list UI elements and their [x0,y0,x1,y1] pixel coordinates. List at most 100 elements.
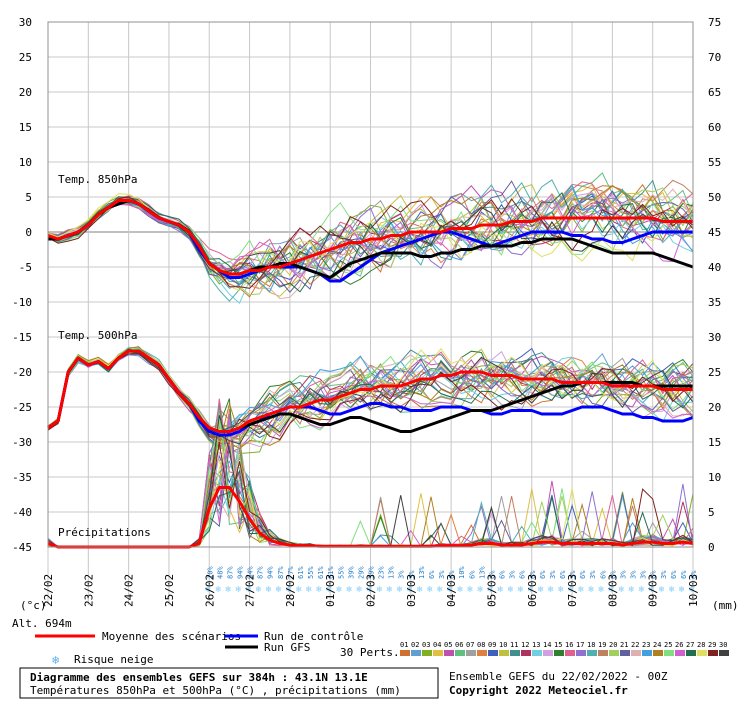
footer-title: Diagramme des ensembles GEFS sur 384h : … [30,671,368,684]
snow-risk-label: 3% [549,570,557,579]
pert-id-label: 21 [620,641,628,649]
pert-id-label: 27 [686,641,694,649]
y-left-unit: (°c) [20,599,47,612]
snowflake-icon: ❄ [316,585,322,595]
snow-risk-label: 55% [307,566,315,579]
panel-label-850: Temp. 850hPa [58,173,137,186]
y-left-tick-label: -25 [12,401,32,414]
pert-swatch [587,650,597,656]
pert-swatch [697,650,707,656]
snow-risk-label: 6% [539,570,547,579]
snow-risk-label: 6% [609,570,617,579]
y-left-tick-label: -20 [12,366,32,379]
x-tick-label: 06/03 [526,574,539,607]
snowflake-icon: ❄ [377,585,383,595]
snowflake-icon: ❄ [679,585,685,595]
snow-risk-label: 6% [670,570,678,579]
pert-id-label: 18 [587,641,595,649]
y-left-tick-label: -30 [12,436,32,449]
snowflake-icon: ❄ [588,585,594,595]
pert-swatch [719,650,729,656]
snow-risk-label: 3% [589,570,597,579]
snow-risk-label: 6% [579,570,587,579]
pert-id-label: 08 [477,641,485,649]
snowflake-icon: ❄ [629,585,635,595]
y-right-tick-label: 35 [708,296,721,309]
snow-risk-label: 13% [418,566,426,579]
x-tick-label: 25/02 [163,574,176,607]
snow-risk-label: 29% [357,566,365,579]
snowflake-icon: ❄ [266,585,272,595]
pert-id-label: 24 [653,641,661,649]
y-left-tick-label: 10 [19,156,32,169]
snowflake-icon: ❄ [427,585,433,595]
snowflake-icon: ❄ [578,585,584,595]
snow-risk-label: 87% [257,566,265,579]
snow-risk-label: 13% [478,566,486,579]
y-right-tick-label: 65 [708,86,721,99]
panel-label-precip: Précipitations [58,526,151,539]
pert-swatch [598,650,608,656]
pert-swatch [708,650,718,656]
pert-swatch [532,650,542,656]
snowflake-icon: ❄ [387,585,393,595]
axes: 302520151050-5-10-15-20-25-30-35-40-4575… [12,16,721,607]
snowflake-icon: ❄ [538,585,544,595]
pert-swatch [477,650,487,656]
snow-risk-label: 3% [660,570,668,579]
snowflake-icon: ❄ [52,653,59,667]
x-tick-label: 03/03 [405,574,418,607]
snow-risk-label: 55% [337,566,345,579]
pert-id-label: 23 [642,641,650,649]
snow-risk-label: 3% [438,570,446,579]
y-left-tick-label: 5 [25,191,32,204]
snow-risk-label: 87% [226,566,234,579]
pert-swatch [609,650,619,656]
pert-id-label: 10 [499,641,507,649]
pert-swatch [400,650,410,656]
pert-swatch [576,650,586,656]
snowflake-icon: ❄ [487,585,493,595]
pert-id-label: 16 [565,641,573,649]
pert-id-label: 26 [675,641,683,649]
y-left-tick-label: -40 [12,506,32,519]
y-left-tick-label: -45 [12,541,32,554]
snow-risk-label: 94% [267,566,275,579]
pert-id-label: 14 [543,641,551,649]
snow-risk-label: 39% [368,566,376,579]
legend-perts-label: 30 Perts. [340,646,400,659]
snow-risk-label: 48% [216,566,224,579]
snow-risk-label: 39% [347,566,355,579]
snowflake-icon: ❄ [689,585,695,595]
y-left-tick-label: 25 [19,51,32,64]
snowflake-icon: ❄ [407,585,413,595]
snowflake-icon: ❄ [346,585,352,595]
panel-label-500: Temp. 500hPa [58,329,137,342]
pert-swatch [675,650,685,656]
snow-risk-label: 3% [619,570,627,579]
snowflake-icon: ❄ [367,585,373,595]
pert-id-label: 07 [466,641,474,649]
x-tick-label: 22/02 [42,574,55,607]
pert-swatch [422,650,432,656]
y-right-tick-label: 20 [708,401,721,414]
member-850 [47,197,694,273]
pert-id-label: 22 [631,641,639,649]
pert-swatch [488,650,498,656]
x-tick-label: 10/03 [687,574,700,607]
x-tick-label: 04/03 [445,574,458,607]
snow-risk-label: 10% [458,566,466,579]
snowflake-icon: ❄ [306,585,312,595]
y-left-tick-label: -15 [12,331,32,344]
y-left-tick-label: 15 [19,121,32,134]
pert-swatch [499,650,509,656]
pert-id-label: 02 [411,641,419,649]
pert-id-label: 28 [697,641,705,649]
footer-box [19,667,439,699]
snowflake-icon: ❄ [296,585,302,595]
pert-id-label: 11 [510,641,518,649]
snowflake-icon: ❄ [356,585,362,595]
x-tick-label: 23/02 [82,574,95,607]
snow-risk-strip: 10%❄48%❄87%❄94%❄94%❄87%❄94%❄87%❄77%❄61%❄… [205,566,698,595]
pert-swatch [653,650,663,656]
